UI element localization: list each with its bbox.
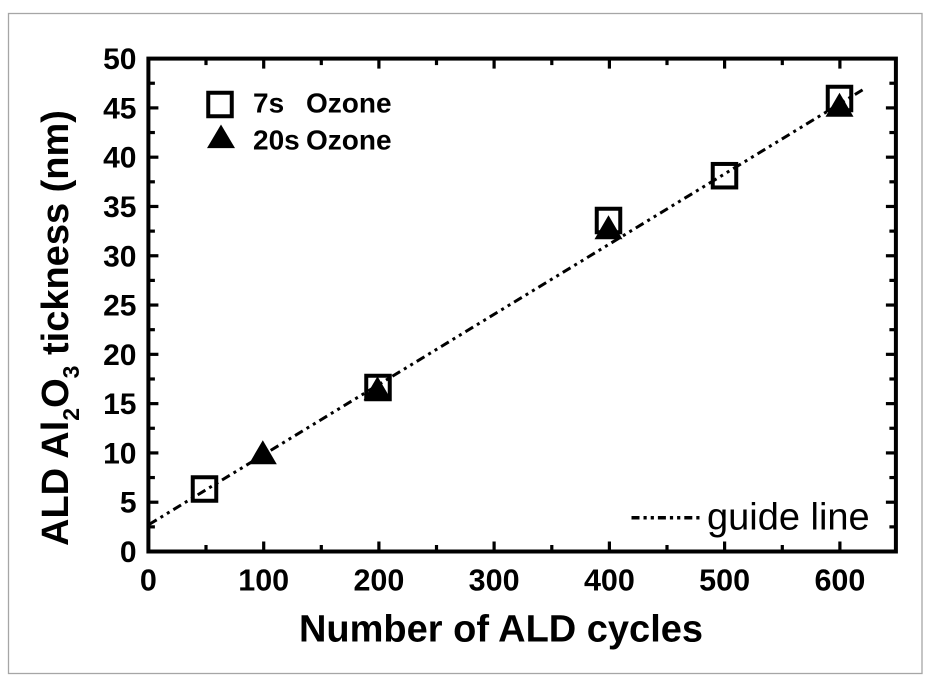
svg-text:10: 10 (103, 437, 136, 470)
svg-text:Ozone: Ozone (306, 125, 392, 156)
svg-text:guide line: guide line (707, 497, 870, 539)
svg-text:25: 25 (103, 290, 136, 323)
svg-text:20s: 20s (253, 125, 300, 156)
svg-text:400: 400 (584, 564, 635, 598)
svg-text:100: 100 (238, 564, 289, 598)
svg-text:ALD Al2O3 tickness (nm): ALD Al2O3 tickness (nm) (35, 110, 84, 546)
svg-text:45: 45 (103, 92, 136, 125)
svg-text:0: 0 (120, 536, 137, 569)
svg-text:15: 15 (103, 388, 136, 421)
svg-text:300: 300 (469, 564, 520, 598)
svg-text:5: 5 (120, 487, 137, 520)
svg-text:500: 500 (699, 564, 750, 598)
svg-text:Number of ALD cycles: Number of ALD cycles (299, 609, 703, 651)
svg-text:200: 200 (353, 564, 404, 598)
svg-text:30: 30 (103, 240, 136, 273)
svg-text:7s: 7s (253, 88, 284, 119)
svg-text:Ozone: Ozone (306, 88, 392, 119)
svg-text:50: 50 (103, 43, 136, 76)
svg-text:35: 35 (103, 191, 136, 224)
svg-text:20: 20 (103, 339, 136, 372)
svg-text:0: 0 (140, 564, 157, 598)
svg-text:40: 40 (103, 142, 136, 175)
svg-text:600: 600 (814, 564, 865, 598)
